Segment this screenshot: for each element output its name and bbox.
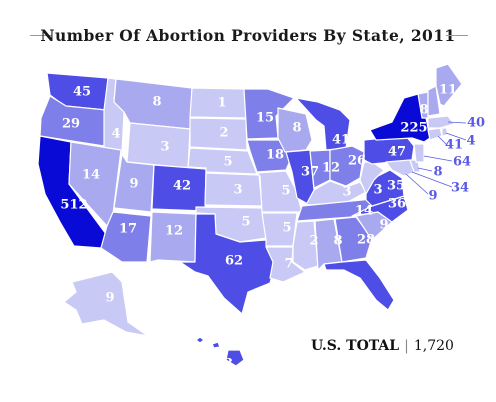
state-label-ia: 18 bbox=[266, 148, 284, 163]
state-label-id: 4 bbox=[111, 127, 120, 142]
state-label-nh: 13 bbox=[419, 70, 437, 85]
state-label-hi: 33 bbox=[215, 357, 233, 372]
state-nj bbox=[413, 143, 425, 163]
state-label-ar: 5 bbox=[282, 221, 291, 236]
callout-label-de: 8 bbox=[433, 165, 442, 180]
state-label-ut: 9 bbox=[129, 177, 138, 192]
state-label-la: 7 bbox=[284, 257, 293, 272]
state-vt bbox=[417, 91, 429, 119]
state-label-wy: 3 bbox=[160, 140, 169, 155]
callout-line-ct bbox=[437, 135, 449, 147]
state-label-wv: 3 bbox=[373, 183, 382, 198]
state-ga bbox=[334, 216, 373, 263]
callout-label-nj: 64 bbox=[453, 155, 471, 170]
state-label-ak: 9 bbox=[105, 291, 114, 306]
callout-line-ri bbox=[445, 132, 467, 141]
state-label-ky: 3 bbox=[342, 185, 351, 200]
callout-line-md bbox=[411, 171, 453, 188]
state-label-sd: 2 bbox=[219, 126, 228, 141]
state-az bbox=[100, 211, 152, 263]
state-label-ca: 512 bbox=[60, 198, 87, 213]
state-nm bbox=[149, 211, 197, 263]
map-title: Number Of Abortion Providers By State, 2… bbox=[40, 26, 456, 45]
us-total: U.S. TOTAL | 1,720 bbox=[311, 338, 454, 354]
state-label-ks: 3 bbox=[233, 183, 242, 198]
callout-label-ma: 40 bbox=[467, 116, 485, 131]
state-md bbox=[385, 159, 417, 177]
state-label-nv: 14 bbox=[82, 168, 100, 183]
state-label-ga: 28 bbox=[357, 233, 375, 248]
callout-line-ma bbox=[447, 121, 467, 124]
state-ms bbox=[292, 220, 319, 271]
state-hi bbox=[195, 336, 245, 367]
state-label-az: 17 bbox=[119, 222, 137, 237]
state-ri bbox=[441, 127, 448, 137]
state-label-nc: 36 bbox=[388, 197, 406, 212]
state-label-il: 37 bbox=[301, 165, 319, 180]
map-title-row: Number Of Abortion Providers By State, 2… bbox=[0, 22, 496, 48]
title-rule-right bbox=[446, 35, 468, 36]
state-sd bbox=[189, 117, 248, 151]
state-label-ok: 5 bbox=[241, 215, 250, 230]
state-label-vt: 8 bbox=[419, 103, 428, 118]
state-ne bbox=[187, 147, 258, 175]
callout-line-de bbox=[417, 167, 433, 172]
state-label-sc: 9 bbox=[379, 218, 388, 233]
callout-line-dc bbox=[405, 173, 429, 195]
state-label-mt: 8 bbox=[152, 95, 161, 110]
callout-label-md: 34 bbox=[451, 181, 469, 196]
state-tx bbox=[179, 213, 277, 315]
callout-line-nj bbox=[423, 155, 453, 162]
state-label-tn: 14 bbox=[355, 204, 373, 219]
state-me bbox=[435, 63, 463, 107]
state-label-mo: 5 bbox=[281, 184, 290, 199]
state-label-mn: 15 bbox=[256, 111, 274, 126]
state-label-ny: 225 bbox=[400, 121, 427, 136]
state-ak bbox=[63, 271, 149, 337]
state-wv bbox=[359, 161, 385, 195]
state-nh bbox=[427, 85, 441, 117]
state-ma bbox=[427, 115, 455, 129]
state-ar bbox=[261, 212, 298, 247]
state-label-mi: 41 bbox=[332, 133, 350, 148]
callout-label-ct: 41 bbox=[445, 138, 463, 153]
state-label-nd: 1 bbox=[217, 96, 226, 111]
state-label-ms: 2 bbox=[309, 234, 318, 249]
us-total-label: U.S. TOTAL bbox=[311, 338, 400, 354]
state-label-wa: 45 bbox=[73, 85, 91, 100]
state-label-va: 35 bbox=[387, 179, 405, 194]
state-label-in: 12 bbox=[322, 161, 340, 176]
state-label-fl: 88 bbox=[385, 277, 403, 292]
state-label-me: 11 bbox=[439, 83, 457, 98]
state-label-al: 8 bbox=[333, 234, 342, 249]
state-label-tx: 62 bbox=[225, 254, 243, 269]
state-label-co: 42 bbox=[173, 179, 191, 194]
callout-label-dc: 9 bbox=[428, 189, 437, 204]
state-label-nm: 12 bbox=[165, 224, 183, 239]
state-mn bbox=[243, 88, 295, 140]
state-label-wi: 8 bbox=[292, 121, 301, 136]
state-label-or: 29 bbox=[62, 117, 80, 132]
title-rule-left bbox=[30, 35, 52, 36]
state-label-oh: 26 bbox=[348, 154, 366, 169]
state-label-ne: 5 bbox=[223, 155, 232, 170]
state-wy bbox=[126, 122, 191, 169]
state-fl bbox=[323, 259, 395, 311]
us-total-value: 1,720 bbox=[413, 338, 454, 354]
us-total-divider: | bbox=[404, 338, 409, 354]
state-label-pa: 47 bbox=[388, 145, 406, 160]
callout-label-ri: 4 bbox=[466, 134, 475, 149]
